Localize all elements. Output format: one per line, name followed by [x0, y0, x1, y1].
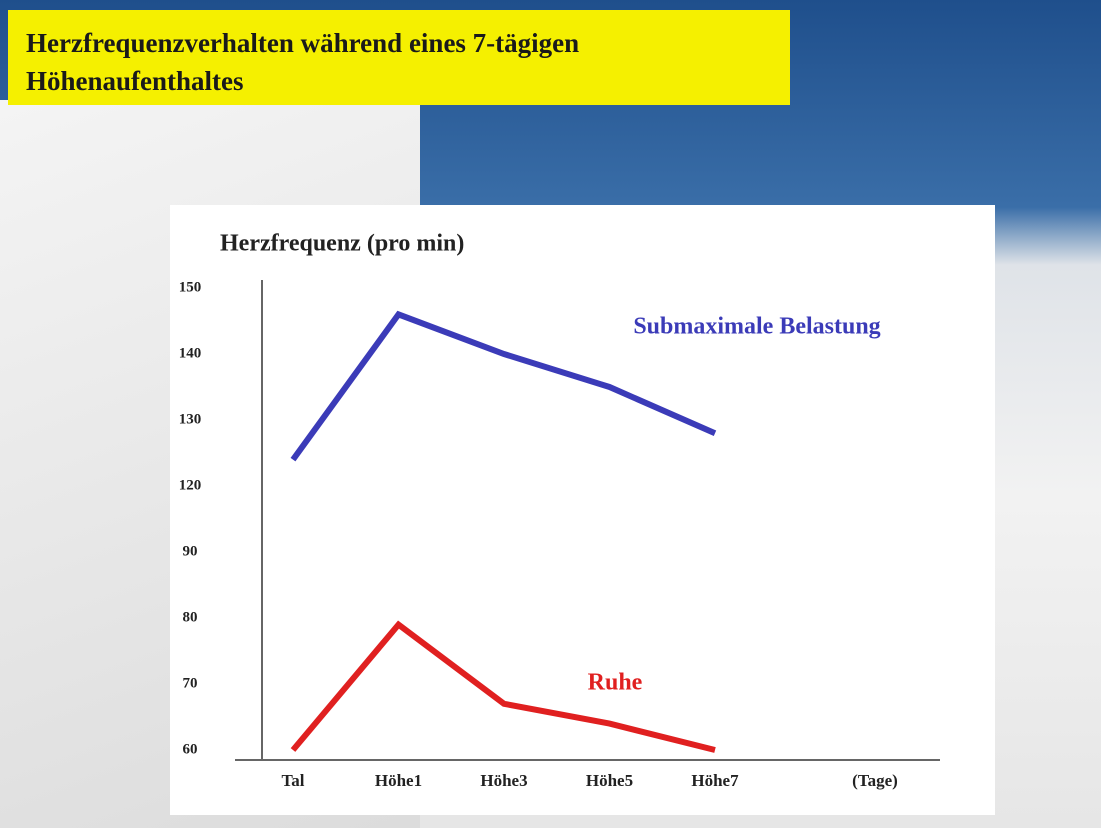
x-tick-label: Höhe7	[691, 771, 739, 790]
x-tick-label: Höhe3	[480, 771, 527, 790]
slide-title: Herzfrequenzverhalten während eines 7-tä…	[8, 10, 790, 105]
y-tick-label: 70	[183, 675, 198, 691]
x-tick-label: Höhe1	[375, 771, 422, 790]
series-line	[290, 620, 716, 753]
series-label: Ruhe	[588, 670, 643, 696]
x-tick-label: Höhe5	[586, 771, 633, 790]
chart-panel	[170, 205, 995, 815]
series-line	[290, 310, 717, 462]
y-tick-label: 150	[179, 279, 202, 295]
series-label: Submaximale Belastung	[633, 314, 880, 340]
y-tick-label: 60	[183, 741, 198, 757]
y-tick-label: 130	[179, 411, 202, 427]
y-tick-label: 120	[179, 477, 202, 493]
y-tick-label: 80	[183, 609, 198, 625]
y-tick-label: 90	[183, 543, 198, 559]
x-unit: (Tage)	[852, 771, 898, 790]
x-tick-label: Tal	[281, 771, 304, 790]
y-tick-label: 140	[179, 345, 202, 361]
y-axis-label: Herzfrequenz (pro min)	[220, 231, 464, 257]
